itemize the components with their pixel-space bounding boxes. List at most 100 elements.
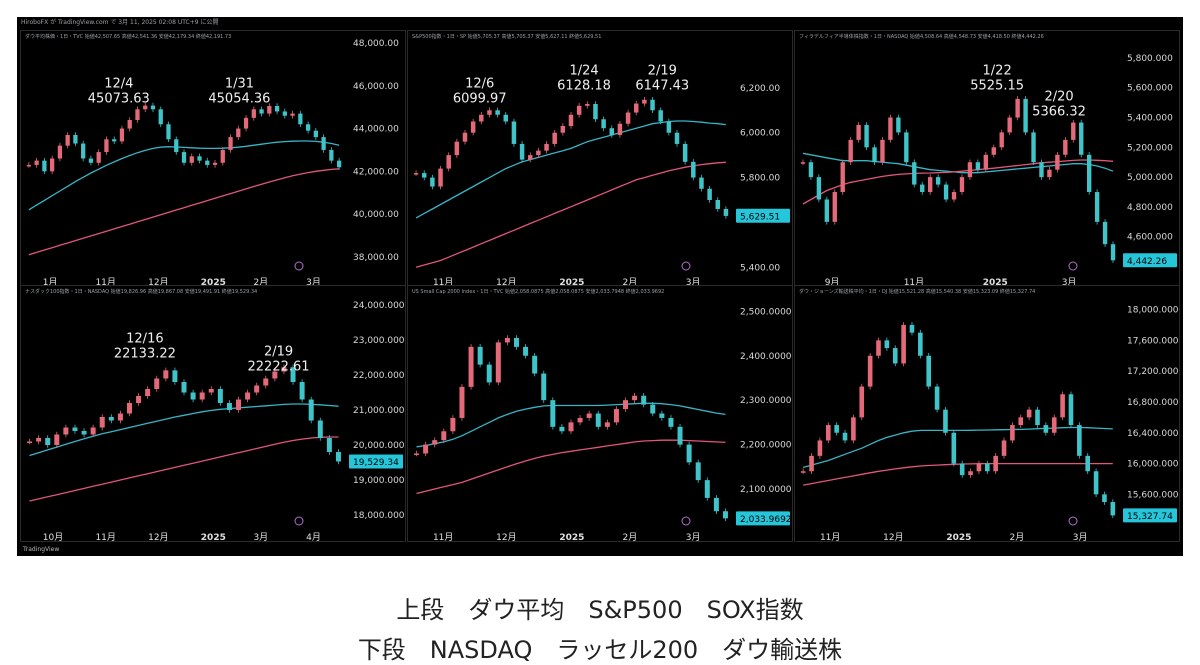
x-tick-label: 2025 (559, 278, 584, 287)
moving-average-fast (415, 120, 726, 219)
y-tick-label: 46,000.00 (353, 82, 399, 92)
candle-body (503, 114, 509, 122)
y-tick-label: 5,800.000 (1127, 54, 1173, 64)
candle-body (658, 110, 663, 122)
y-tick-label: 16,400.000 (1127, 429, 1179, 439)
y-tick-label: 42,000.00 (353, 167, 399, 177)
annotation-value: 22222.61 (248, 359, 310, 374)
last-price-label: 15,327.74 (1127, 512, 1173, 522)
chart-title: ダウ・ジョーンズ輸送株平均・1日・DJ 始値15,521.28 高値15,540… (799, 289, 1036, 295)
x-tick-label: 3月 (1062, 277, 1077, 287)
y-tick-label: 48,000.00 (353, 39, 399, 49)
candle-body (305, 124, 311, 131)
candle-body (181, 152, 187, 163)
chart-panel-6: ダウ・ジョーンズ輸送株平均・1日・DJ 始値15,521.28 高値15,540… (794, 285, 1180, 542)
candle-body (1047, 169, 1052, 178)
x-tick-label: 10月 (43, 532, 63, 542)
candle-body (1063, 139, 1068, 155)
candle-body (197, 156, 202, 161)
y-tick-label: 5,200.000 (1127, 143, 1173, 153)
candle-body (959, 463, 965, 476)
candle-body (50, 158, 55, 172)
y-tick-label: 4,600.000 (1127, 233, 1173, 243)
last-price-tag (1123, 253, 1177, 268)
last-price-tag (736, 511, 790, 526)
candle-body (1026, 409, 1032, 418)
candle-body (577, 417, 583, 423)
moving-average-slow (416, 439, 726, 495)
moving-average-slow (802, 159, 1114, 205)
candle-body (298, 113, 303, 125)
candle-body (172, 370, 178, 382)
x-tick-label: 12月 (148, 277, 168, 287)
chart-grid: HiroboFX が TradingView.com で 3月 11, 2025… (17, 17, 1183, 556)
x-tick-label: 3月 (686, 277, 701, 287)
last-price-label: 4,442.26 (1127, 257, 1167, 267)
candle-body (1051, 417, 1057, 433)
candle-body (704, 480, 710, 498)
candle-body (90, 427, 96, 435)
candle-body (532, 355, 538, 374)
y-tick-label: 5,000.000 (1127, 173, 1173, 183)
candle-body (1079, 122, 1084, 155)
candle-body (145, 389, 151, 396)
candle-body (968, 471, 973, 476)
candle-body (817, 440, 823, 456)
annotation-value: 6128.18 (557, 79, 611, 94)
candle-body (189, 156, 194, 163)
last-price-label: 5,629.51 (740, 212, 780, 222)
candle-body (544, 143, 549, 151)
y-tick-label: 38,000.00 (353, 253, 399, 263)
candle-body (290, 113, 295, 116)
candle-body (541, 373, 547, 401)
publish-header: HiroboFX が TradingView.com で 3月 11, 2025… (21, 19, 219, 26)
candle-body (896, 117, 901, 133)
x-tick-label: 11月 (95, 277, 115, 287)
candle-body (1018, 417, 1024, 426)
candle-body (880, 139, 885, 163)
y-tick-label: 16,800.000 (1127, 398, 1179, 408)
candle-body (576, 105, 582, 115)
candle-body (1102, 494, 1107, 503)
candle-body (470, 121, 476, 133)
annotation-date: 2/20 (1044, 89, 1073, 104)
x-tick-label: 2025 (201, 278, 226, 287)
candle-body (1085, 455, 1091, 472)
candle-body (112, 139, 117, 142)
annotation-value: 5366.32 (1032, 104, 1086, 119)
candle-body (136, 396, 142, 403)
last-price-tag (1123, 508, 1177, 523)
candle-body (617, 123, 623, 135)
y-tick-label: 5,800.00 (740, 174, 780, 184)
candle-body (699, 177, 704, 189)
y-tick-label: 15,600.000 (1127, 490, 1179, 500)
candle-body (568, 114, 574, 126)
y-tick-label: 19,000.000 (353, 476, 405, 486)
annotation-value: 45073.63 (88, 92, 150, 107)
caption-top-row: 上段 ダウ平均 S&P500 SOX指数 (396, 596, 804, 624)
x-tick-label: 4月 (306, 532, 321, 542)
y-tick-label: 23,000.000 (353, 336, 405, 346)
y-tick-label: 17,200.000 (1127, 367, 1179, 377)
annotation-date: 2/19 (648, 64, 677, 79)
x-tick-label: 2025 (559, 533, 584, 542)
candle-body (842, 432, 848, 441)
candle-body (677, 426, 683, 445)
chart-svg: 18,000.000 17,600.000 17,200.000 16,800.000… (800, 306, 1179, 542)
candle-body (513, 337, 519, 347)
candle-body (468, 346, 474, 387)
candle-body (413, 173, 419, 175)
candle-body (935, 177, 941, 185)
candle-body (864, 124, 869, 148)
y-tick-label: 5,600.000 (1127, 84, 1173, 94)
candle-body (163, 370, 169, 379)
candle-body (45, 438, 51, 445)
replay-icon (681, 261, 691, 271)
x-tick-label: 12月 (883, 532, 903, 542)
candle-body (36, 438, 42, 442)
annotation-date: 1/31 (225, 77, 254, 92)
candle-body (595, 413, 601, 427)
candle-body (976, 463, 982, 472)
last-price-label: 2,033.9692 (740, 515, 792, 525)
candle-body (236, 128, 241, 138)
